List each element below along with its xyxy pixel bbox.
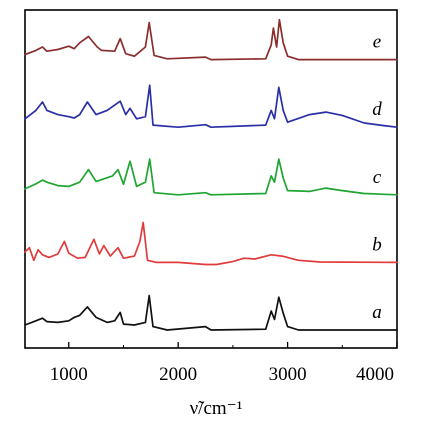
plot-frame: [24, 9, 398, 349]
series-labels: e d c b a: [372, 32, 382, 323]
series-label-d: d: [372, 99, 382, 120]
series-label-e: e: [373, 32, 381, 53]
spectrum-trace-d: [24, 84, 398, 129]
x-tick-label-2000: 2000: [159, 364, 197, 385]
series-label-c: c: [373, 167, 382, 188]
x-tick-label-4000: 4000: [356, 364, 394, 385]
x-tick-label-3000: 3000: [269, 364, 307, 385]
x-axis-tick-labels: 1000 2000 3000 4000: [50, 364, 394, 385]
spectrum-trace-b: [24, 221, 398, 266]
series-label-b: b: [372, 234, 382, 255]
series-label-a: a: [372, 302, 382, 323]
spectrum-trace-e: [24, 18, 398, 61]
x-axis-ticks: [68, 342, 398, 348]
spectrum-trace-c: [24, 158, 398, 196]
x-axis-title: ν̃/cm⁻¹: [190, 398, 243, 419]
spectra-traces: [24, 18, 398, 331]
spectrum-trace-a: [24, 294, 398, 331]
x-tick-label-1000: 1000: [50, 364, 88, 385]
